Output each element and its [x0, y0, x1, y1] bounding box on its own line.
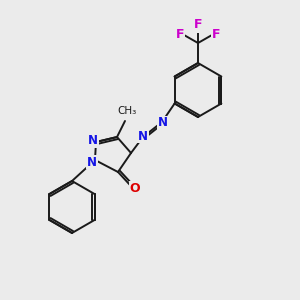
Text: F: F: [176, 28, 184, 41]
Text: N: N: [138, 130, 148, 142]
Text: CH₃: CH₃: [117, 106, 136, 116]
Text: N: N: [158, 116, 168, 130]
Text: O: O: [130, 182, 140, 194]
Text: N: N: [88, 134, 98, 148]
Text: F: F: [212, 28, 220, 41]
Text: F: F: [194, 19, 202, 32]
Text: N: N: [87, 155, 97, 169]
